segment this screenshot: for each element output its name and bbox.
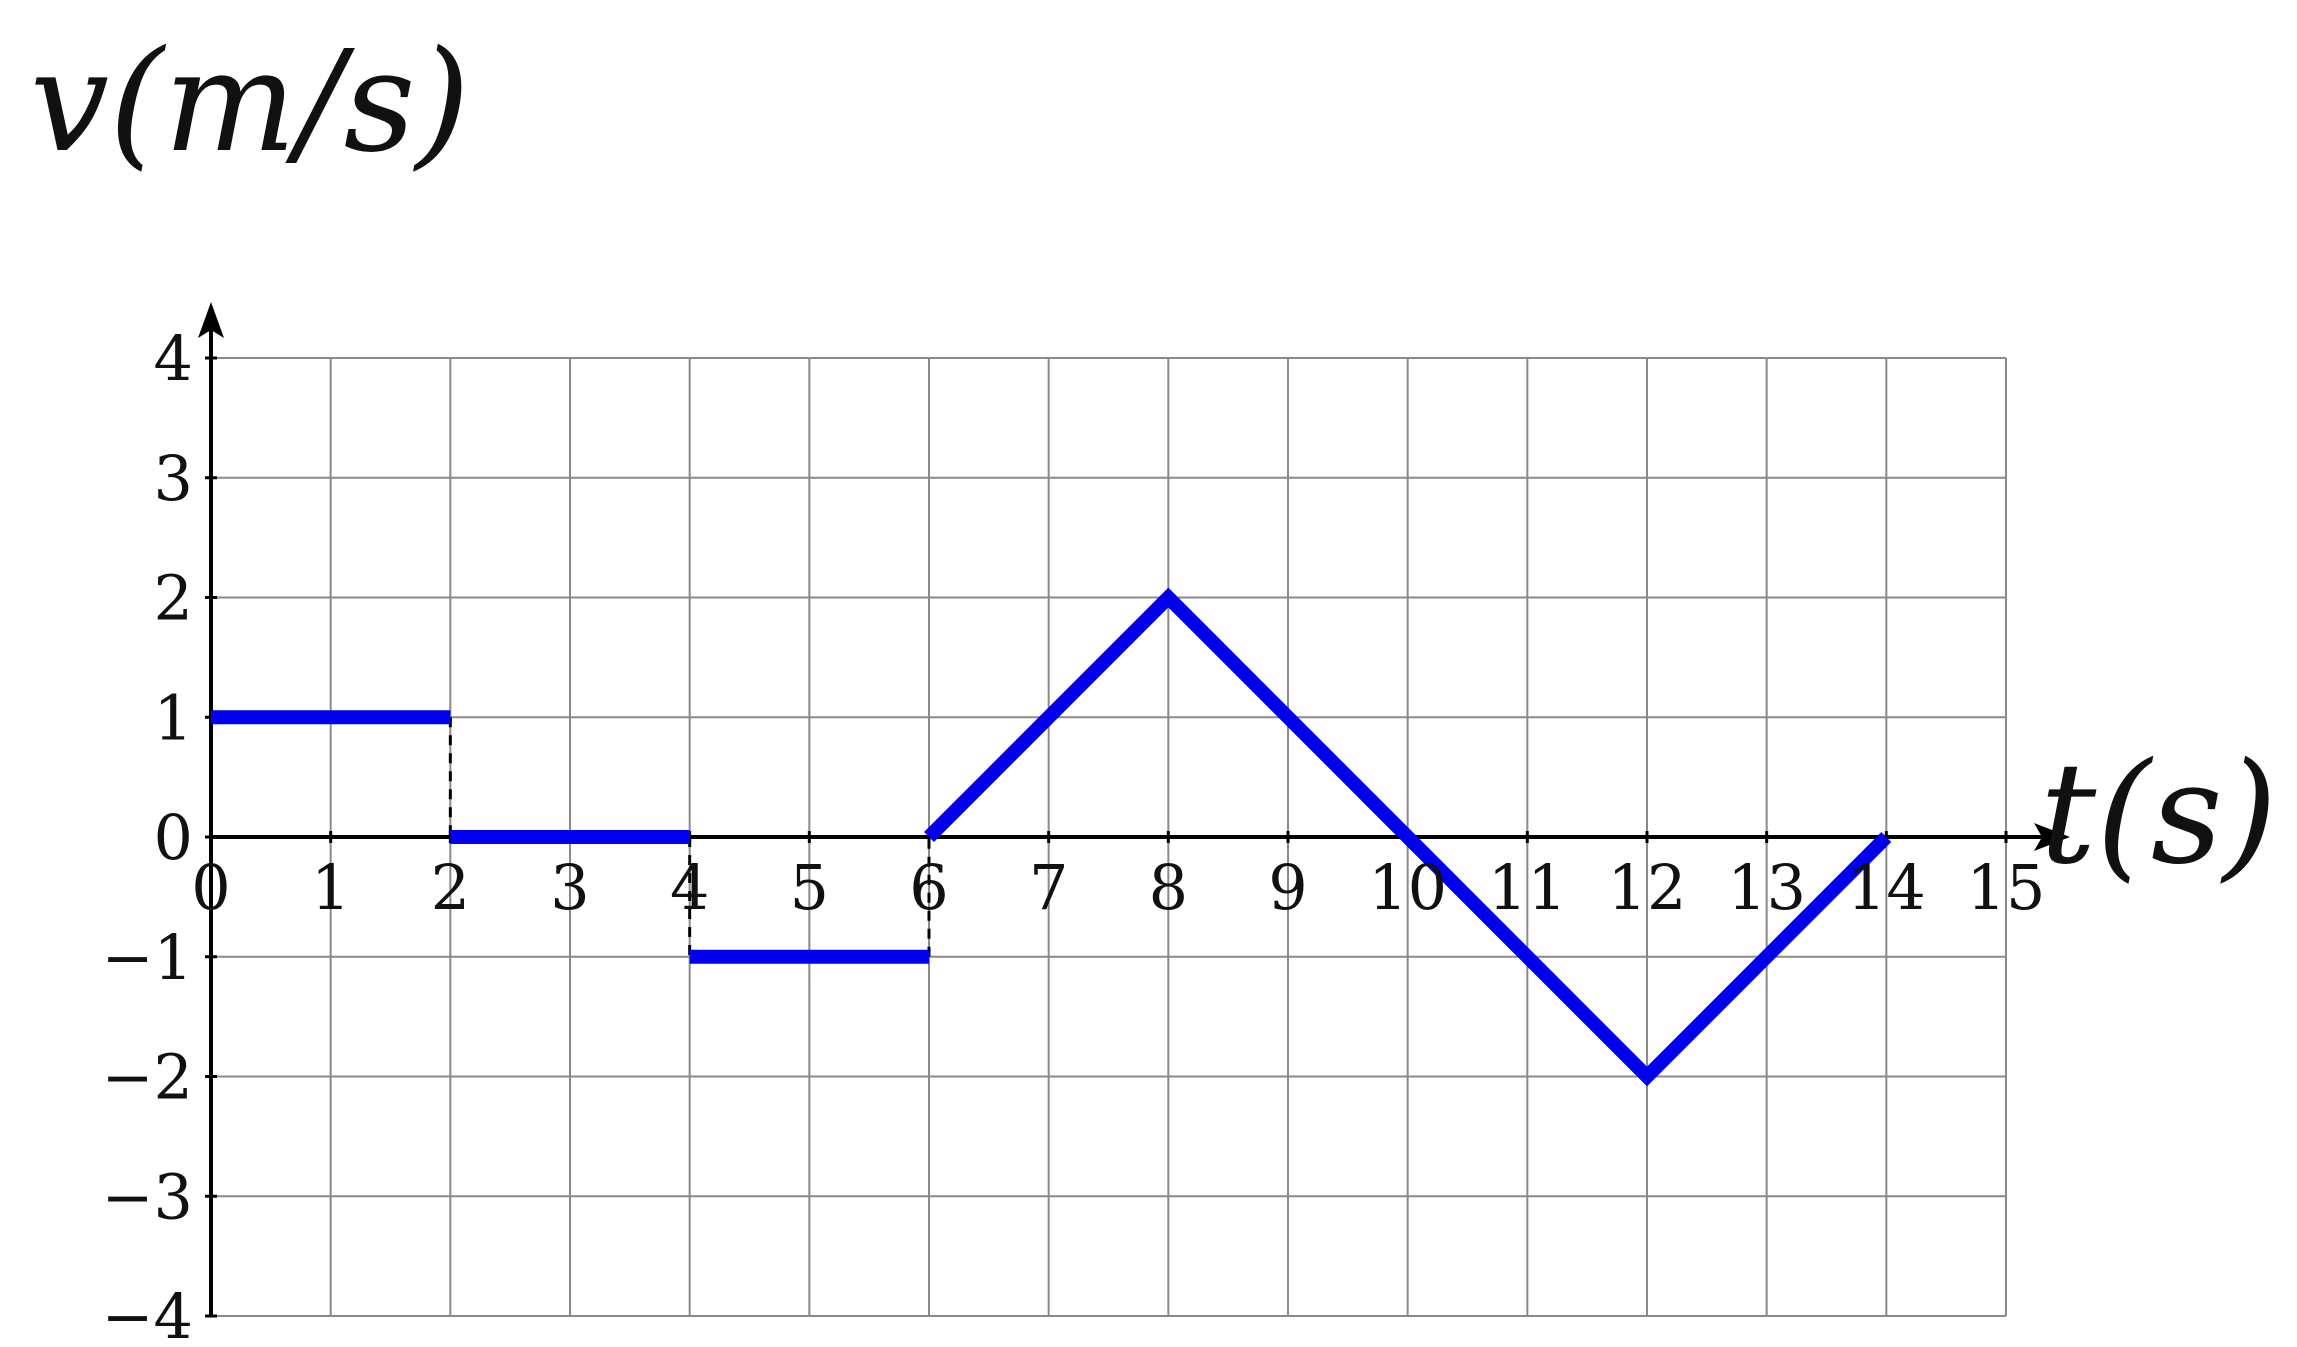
x-tick-label-6: 6 [909,851,948,924]
x-tick-label-7: 7 [1029,851,1068,924]
x-axis-arrow [2034,823,2070,851]
axes [198,302,2070,1318]
y-tick-label--2: −2 [102,1041,193,1114]
x-tick-label-11: 11 [1488,851,1567,924]
series-0-segment-3 [924,587,1892,1087]
x-tick-label-1: 1 [311,851,350,924]
y-tick-label-3: 3 [154,442,193,515]
y-tick-label-0: 0 [154,801,193,874]
y-axis-arrow [198,302,224,338]
y-tick-label-1: 1 [154,681,193,754]
y-tick-label--3: −3 [102,1160,193,1233]
x-tick-label-10: 10 [1368,851,1447,924]
x-tick-label-9: 9 [1268,851,1307,924]
y-axis-label: v(m/s) [30,21,470,184]
x-tick-label-2: 2 [431,851,470,924]
dashed-connectors [448,717,931,957]
x-tick-label-15: 15 [1967,851,2046,924]
y-tick-label-2: 2 [154,562,193,635]
y-tick-label--4: −4 [102,1280,193,1347]
x-tick-label-14: 14 [1847,851,1926,924]
series-group [211,587,1892,1087]
x-tick-label-5: 5 [790,851,829,924]
x-tick-label-13: 13 [1727,851,1806,924]
x-tick-label-3: 3 [550,851,589,924]
x-axis-label: t(s) [2040,733,2277,896]
x-tick-label-12: 12 [1608,851,1687,924]
x-tick-label-8: 8 [1149,851,1188,924]
y-tick-label--1: −1 [102,921,193,994]
x-tick-label-4: 4 [670,851,709,924]
y-tick-label-4: 4 [154,322,193,395]
x-tick-label-0: 0 [191,851,230,924]
